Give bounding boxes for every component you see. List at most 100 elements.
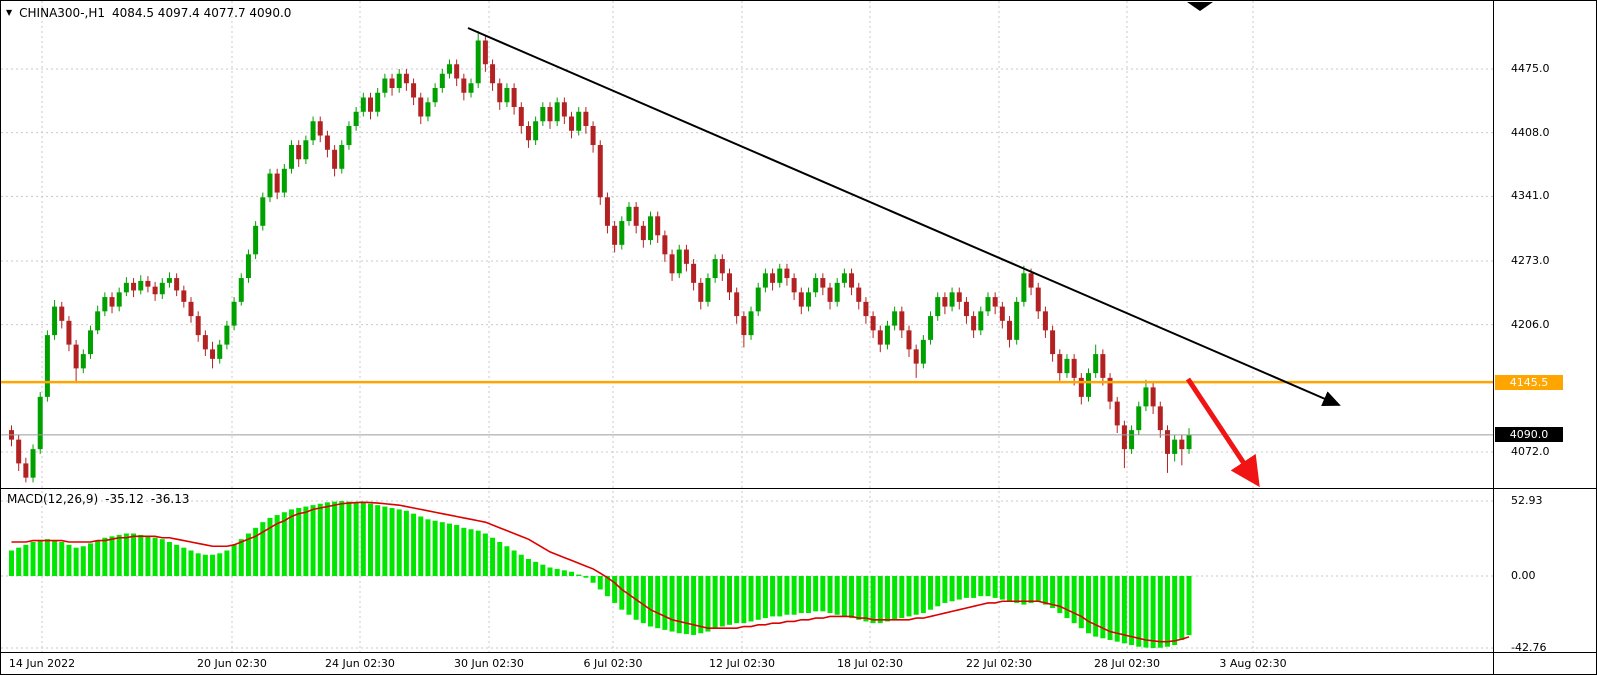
candle-body [561,102,567,117]
macd-name-label: MACD(12,26,9) [7,492,99,506]
date-label: 22 Jul 02:30 [966,657,1032,670]
candle-body [1121,425,1127,450]
macd-histogram-bar [813,576,819,612]
macd-histogram-bar [583,576,589,578]
macd-histogram-bar [777,576,783,617]
macd-histogram-bar [360,503,366,576]
macd-histogram-bar [238,539,244,576]
macd-histogram-bar [741,576,747,624]
candle-body [511,88,517,108]
candle-body [576,111,582,131]
candle-body [547,107,553,122]
candle-body [231,301,237,326]
candle-body [741,316,747,336]
candle-body [913,349,919,364]
candle-body [403,73,409,84]
macd-histogram-bar [1100,576,1106,639]
macd-histogram-bar [999,576,1005,600]
macd-histogram-bar [992,576,998,598]
date-label: 3 Aug 02:30 [1219,657,1287,670]
candle-body [935,297,941,317]
date-axis[interactable]: 14 Jun 2022 20 Jun 02:30 24 Jun 02:30 30 Ju… [1,653,1493,674]
macd-histogram-bar [554,568,560,576]
macd-histogram-bar [533,561,539,576]
macd-histogram-bar [332,501,338,576]
symbol-timeframe-label: CHINA300-,H1 [19,6,105,20]
candle-body [475,40,481,84]
candle-body [978,311,984,331]
candle-body [360,97,366,112]
macd-histogram-bar [131,533,137,576]
macd-histogram-bar [928,576,934,610]
price-scale[interactable]: 4475.0 4408.0 4341.0 4273.0 4206.0 4072.0 52.9… [1494,1,1596,674]
macd-histogram-bar [166,541,172,576]
symbol-dropdown-icon[interactable]: ▼ [6,8,13,17]
macd-histogram-bar [655,576,661,629]
macd-histogram-bar [1028,576,1034,603]
candle-body [224,325,230,345]
candle-body [1035,287,1041,312]
candle-body [949,292,955,307]
macd-histogram-bar [174,544,180,576]
candle-body [906,330,912,350]
macd-histogram-bar [382,506,388,576]
macd-histogram-bar [353,502,359,576]
candle-body [784,268,790,279]
candle-body [877,330,883,345]
macd-histogram-bar [547,567,553,576]
candle-body [181,290,187,302]
macd-histogram-bar [669,576,675,632]
macd-histogram-bar [1186,576,1192,636]
candle-body [662,235,668,255]
resistance-price-badge: 4145.5 [1495,374,1563,390]
macd-signal-value: -36.13 [150,492,190,506]
sell-signal-arrow[interactable] [1185,377,1260,488]
candle-body [569,116,575,131]
macd-histogram-bar [971,576,977,598]
macd-histogram-bar [368,503,373,576]
macd-histogram-bar [389,507,395,576]
macd-histogram-bar [425,519,431,576]
candle-body [1143,387,1149,407]
candle-body [353,111,359,127]
candle-body [655,216,661,236]
macd-histogram-bar [856,576,862,620]
macd-histogram-bar [676,576,682,634]
macd-histogram-bar [289,509,295,576]
macd-histogram-bar [705,576,711,632]
macd-histogram-bar [683,576,689,635]
candle-body [1107,377,1113,402]
candle-body [59,306,65,321]
chart-shift-marker-icon[interactable] [1187,2,1213,11]
candle-body [612,225,618,245]
candle-body [332,149,338,169]
macd-histogram-bar [884,576,890,622]
candle-body [920,339,926,364]
macd-histogram-bar [935,576,941,607]
macd-histogram-bar [648,576,654,627]
candle-body [260,197,266,226]
candle-body [432,88,438,103]
candle-body [346,126,352,146]
macd-histogram-bar [446,523,452,576]
candle-body [281,168,287,193]
candle-body [1164,430,1170,454]
downtrend-line[interactable] [467,27,1341,406]
candle-body [963,301,969,317]
macd-histogram-bar [145,536,151,576]
candle-body [884,325,890,345]
candle-body [985,297,991,312]
macd-histogram-bar [1057,576,1063,614]
macd-histogram-bar [1107,576,1113,640]
macd-histogram-bar [734,576,740,624]
candle-body [418,97,424,117]
candle-body [899,311,905,331]
candle-body [856,287,862,302]
candle-body [590,126,596,146]
candle-body [1093,354,1099,374]
candle-body [174,278,180,291]
macd-histogram-bar [73,547,79,576]
macd-histogram-bar [1136,576,1142,647]
current-price-badge: 4090.0 [1495,427,1563,443]
